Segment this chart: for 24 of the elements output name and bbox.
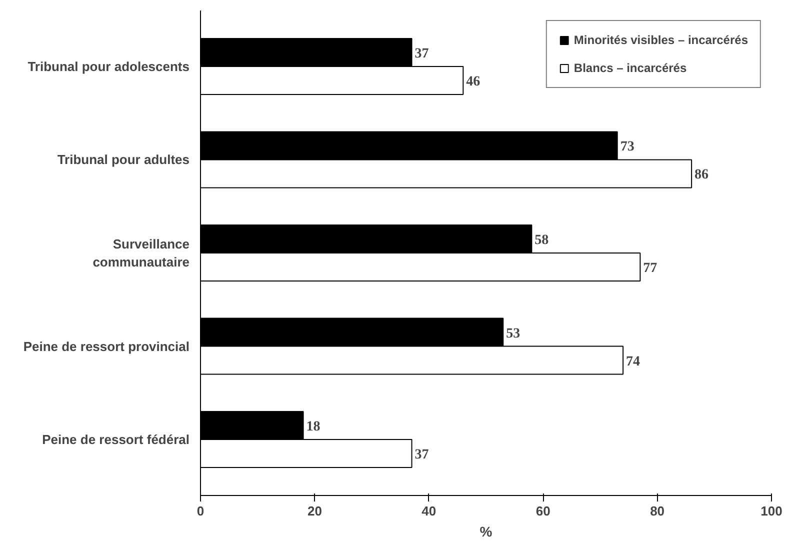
data-label: 86: [694, 168, 709, 183]
x-tick-label: 0: [196, 504, 204, 518]
y-tick-label: Tribunal pour adolescents: [28, 58, 190, 74]
data-label: 58: [534, 233, 549, 248]
x-tick-label: 100: [760, 504, 782, 518]
data-label: 37: [414, 448, 429, 463]
data-label: 46: [466, 74, 480, 90]
y-tick-label: Peine de ressort provincial: [23, 338, 190, 354]
x-tick-label: 40: [422, 504, 436, 518]
data-label: 53: [506, 326, 520, 342]
legend-label: Minorités visibles – incarcérés: [574, 33, 748, 47]
legend-label: Blancs – incarcérés: [574, 61, 687, 75]
x-tick-label: 80: [650, 504, 665, 518]
y-tick-label: Surveillance communautaire: [92, 236, 190, 270]
data-label: 74: [626, 354, 640, 370]
x-axis-title: %: [480, 524, 493, 540]
data-label: 73: [620, 140, 634, 155]
y-tick-label: Peine de ressort fédéral: [42, 432, 190, 448]
data-label: 18: [306, 420, 320, 435]
x-tick-label: 20: [307, 504, 322, 518]
data-label: 77: [643, 260, 658, 276]
y-tick-label: Tribunal pour adultes: [57, 152, 190, 168]
data-label: 37: [414, 46, 429, 62]
x-tick-label: 60: [536, 504, 550, 518]
